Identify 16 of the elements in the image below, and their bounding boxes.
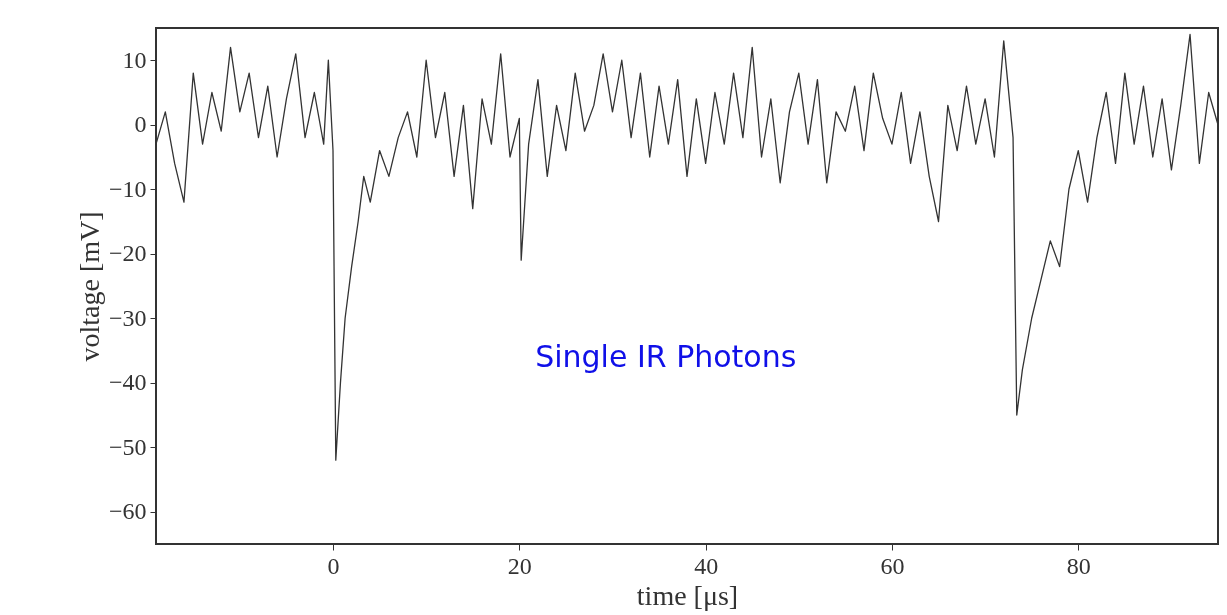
- y-tick-label: −40: [108, 369, 147, 396]
- annotation: Single IR Photons: [535, 339, 797, 375]
- x-tick-label: 0: [327, 552, 340, 579]
- x-tick-label: 20: [507, 552, 532, 579]
- y-tick-label: −50: [108, 433, 147, 460]
- x-axis-title: time [μs]: [636, 579, 739, 611]
- y-tick-label: −20: [108, 240, 147, 267]
- y-axis-title: voltage [mV]: [73, 211, 105, 362]
- y-tick-label: 0: [134, 111, 147, 138]
- y-tick-label: −30: [108, 304, 147, 331]
- y-tick-label: −10: [108, 175, 147, 202]
- y-tick-label: 10: [122, 46, 147, 73]
- y-tick-label: −60: [108, 498, 147, 525]
- x-tick-label: 80: [1066, 552, 1091, 579]
- x-tick-label: 60: [880, 552, 905, 579]
- x-tick-label: 40: [694, 552, 719, 579]
